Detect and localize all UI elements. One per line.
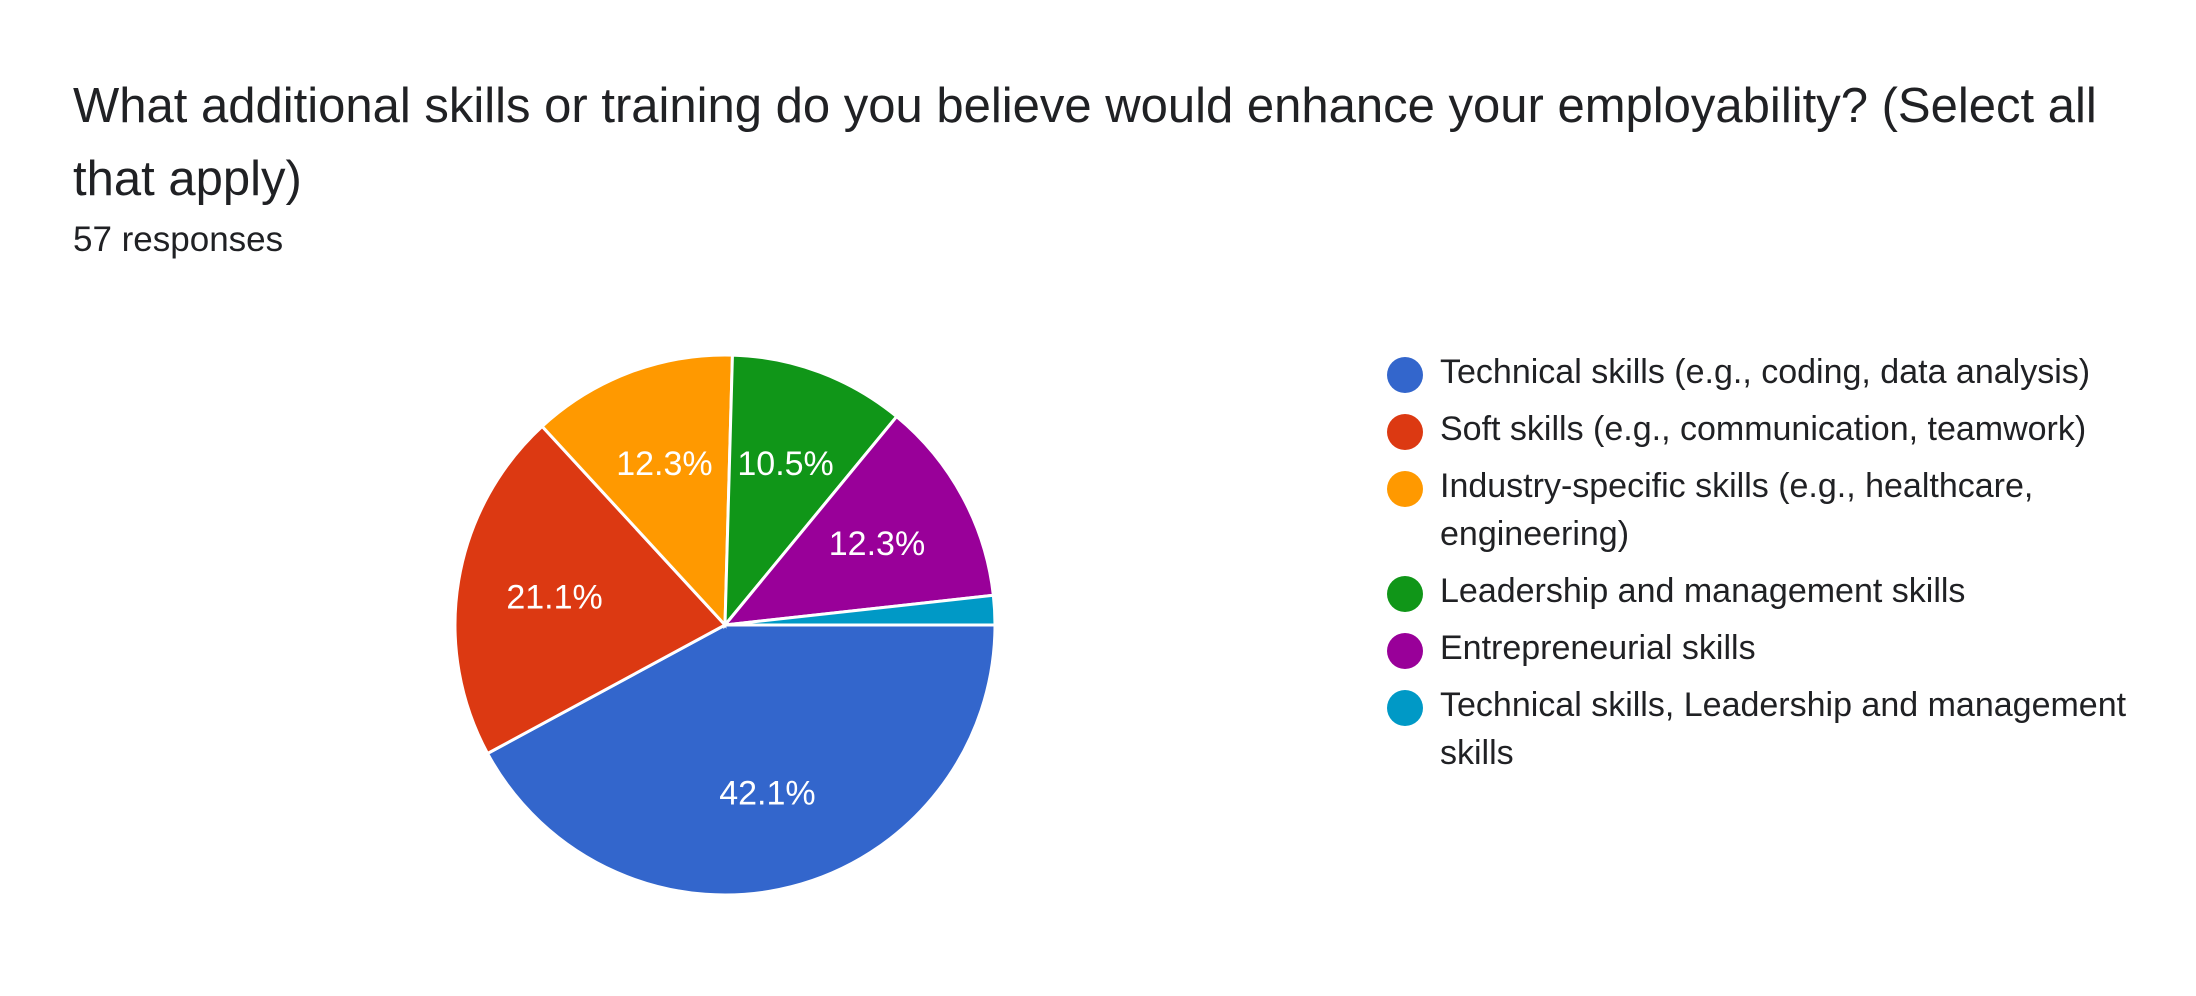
- legend-label: Soft skills (e.g., communication, teamwo…: [1440, 410, 2087, 448]
- chart-legend: Technical skills (e.g., coding, data ana…: [1385, 348, 2145, 786]
- legend-item-1[interactable]: Technical skills (e.g., coding, data ana…: [1385, 348, 2145, 396]
- slice-label-3: 12.3%: [616, 445, 712, 483]
- pie-slice-5[interactable]: [721, 414, 996, 627]
- legend-label: Technical skills, Leadership and managem…: [1440, 686, 2127, 772]
- legend-item-5[interactable]: Entrepreneurial skills: [1385, 624, 2145, 672]
- response-count: 57 responses: [73, 220, 284, 259]
- slice-label-5: 12.3%: [829, 525, 925, 563]
- pie-slice-2[interactable]: [453, 424, 728, 756]
- pie-slice-6[interactable]: [724, 593, 997, 627]
- legend-item-6[interactable]: Technical skills, Leadership and managem…: [1385, 681, 2145, 777]
- legend-item-2[interactable]: Soft skills (e.g., communication, teamwo…: [1385, 405, 2145, 453]
- slice-label-4: 10.5%: [737, 445, 833, 483]
- pie-slice-4[interactable]: [723, 353, 899, 630]
- pie-slice-1[interactable]: [485, 623, 997, 897]
- legend-label: Leadership and management skills: [1440, 572, 1966, 610]
- question-title: What additional skills or training do yo…: [73, 79, 2097, 206]
- slice-label-1: 42.1%: [719, 775, 815, 813]
- legend-swatch-icon: [1387, 633, 1423, 669]
- legend-label: Industry-specific skills (e.g., healthca…: [1440, 467, 2034, 553]
- legend-item-4[interactable]: Leadership and management skills: [1385, 567, 2145, 615]
- legend-swatch-icon: [1387, 576, 1423, 612]
- legend-swatch-icon: [1387, 357, 1423, 393]
- legend-label: Technical skills (e.g., coding, data ana…: [1440, 353, 2091, 391]
- legend-swatch-icon: [1387, 471, 1423, 507]
- slice-label-2: 21.1%: [506, 579, 602, 617]
- pie-slice-3[interactable]: [540, 353, 734, 629]
- legend-swatch-icon: [1387, 690, 1423, 726]
- legend-label: Entrepreneurial skills: [1440, 629, 1756, 667]
- legend-swatch-icon: [1387, 414, 1423, 450]
- legend-item-3[interactable]: Industry-specific skills (e.g., healthca…: [1385, 462, 2145, 558]
